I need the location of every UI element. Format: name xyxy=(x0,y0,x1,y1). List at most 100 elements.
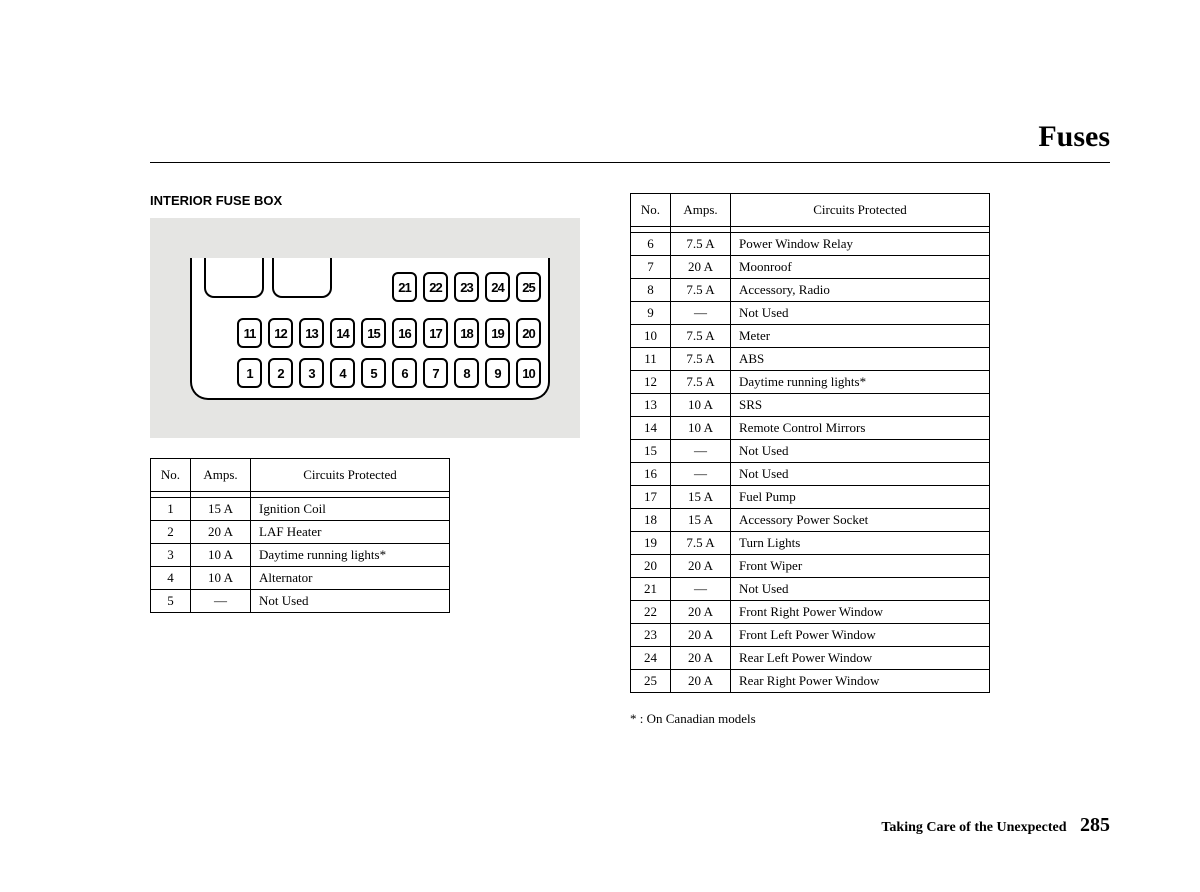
table-row: 2220 AFront Right Power Window xyxy=(631,601,990,624)
table-row: 2520 ARear Right Power Window xyxy=(631,670,990,693)
fuse-row: 11121314151617181920 xyxy=(237,318,541,348)
table-cell: Front Right Power Window xyxy=(731,601,990,624)
table-row: 2020 AFront Wiper xyxy=(631,555,990,578)
table-cell: Power Window Relay xyxy=(731,233,990,256)
fuse-slot: 10 xyxy=(516,358,541,388)
table-cell: Accessory Power Socket xyxy=(731,509,990,532)
table-row: 87.5 AAccessory, Radio xyxy=(631,279,990,302)
table-cell: 10 A xyxy=(191,544,251,567)
table-cell: 7.5 A xyxy=(671,532,731,555)
table-row: 1310 ASRS xyxy=(631,394,990,417)
table-cell: 22 xyxy=(631,601,671,624)
table-cell: 17 xyxy=(631,486,671,509)
table-cell: 6 xyxy=(631,233,671,256)
table-header: Circuits Protected xyxy=(731,194,990,227)
table-cell: 5 xyxy=(151,590,191,613)
fuse-slot: 15 xyxy=(361,318,386,348)
table-cell: 20 A xyxy=(671,256,731,279)
table-cell: 20 A xyxy=(671,670,731,693)
table-cell: 2 xyxy=(151,521,191,544)
table-cell: Daytime running lights* xyxy=(731,371,990,394)
page-title: Fuses xyxy=(150,120,1110,163)
table-row: 310 ADaytime running lights* xyxy=(151,544,450,567)
table-cell: 15 A xyxy=(671,486,731,509)
table-cell: 10 xyxy=(631,325,671,348)
table-row: 2420 ARear Left Power Window xyxy=(631,647,990,670)
fuse-slot: 25 xyxy=(516,272,541,302)
table-row: 220 ALAF Heater xyxy=(151,521,450,544)
table-cell: 7.5 A xyxy=(671,325,731,348)
table-cell: — xyxy=(671,578,731,601)
fuse-panel: 2122232425111213141516171819201234567891… xyxy=(190,258,550,400)
table-cell: 15 A xyxy=(671,509,731,532)
table-cell: 20 A xyxy=(671,555,731,578)
fuse-slot: 8 xyxy=(454,358,479,388)
fuse-slot: 13 xyxy=(299,318,324,348)
table-cell: — xyxy=(671,463,731,486)
table-cell: 7 xyxy=(631,256,671,279)
table-header: No. xyxy=(151,459,191,492)
table-cell: 20 A xyxy=(191,521,251,544)
fuse-slot: 7 xyxy=(423,358,448,388)
table-cell: Rear Right Power Window xyxy=(731,670,990,693)
table-cell: Ignition Coil xyxy=(251,498,450,521)
table-cell: 8 xyxy=(631,279,671,302)
table-cell: 7.5 A xyxy=(671,233,731,256)
table-cell: Front Left Power Window xyxy=(731,624,990,647)
table-row: 2320 AFront Left Power Window xyxy=(631,624,990,647)
left-column: INTERIOR FUSE BOX 2122232425111213141516… xyxy=(150,193,580,727)
table-row: 21—Not Used xyxy=(631,578,990,601)
table-cell: Not Used xyxy=(731,578,990,601)
fuse-large-slot xyxy=(272,258,332,298)
table-header: No. xyxy=(631,194,671,227)
table-row: 720 AMoonroof xyxy=(631,256,990,279)
table-cell: 24 xyxy=(631,647,671,670)
table-row: 5—Not Used xyxy=(151,590,450,613)
fuse-slot: 3 xyxy=(299,358,324,388)
fuse-slot: 20 xyxy=(516,318,541,348)
page-number: 285 xyxy=(1080,814,1110,836)
table-row: 16—Not Used xyxy=(631,463,990,486)
table-cell: Moonroof xyxy=(731,256,990,279)
fuse-slot: 12 xyxy=(268,318,293,348)
table-row: 1715 AFuel Pump xyxy=(631,486,990,509)
fuse-table-left: No.Amps.Circuits Protected115 AIgnition … xyxy=(150,458,450,613)
table-cell: 15 A xyxy=(191,498,251,521)
table-row: 67.5 APower Window Relay xyxy=(631,233,990,256)
table-cell: 11 xyxy=(631,348,671,371)
table-cell: 3 xyxy=(151,544,191,567)
table-cell: Turn Lights xyxy=(731,532,990,555)
fuse-slot: 14 xyxy=(330,318,355,348)
table-cell: 1 xyxy=(151,498,191,521)
table-cell: 9 xyxy=(631,302,671,325)
table-row: 117.5 AABS xyxy=(631,348,990,371)
table-row: 107.5 AMeter xyxy=(631,325,990,348)
table-cell: ABS xyxy=(731,348,990,371)
fuse-slot: 11 xyxy=(237,318,262,348)
table-cell: SRS xyxy=(731,394,990,417)
table-cell: Alternator xyxy=(251,567,450,590)
table-cell: Not Used xyxy=(731,302,990,325)
table-cell: 7.5 A xyxy=(671,279,731,302)
table-cell: 23 xyxy=(631,624,671,647)
fuse-slot: 23 xyxy=(454,272,479,302)
fuse-slot: 24 xyxy=(485,272,510,302)
right-column: No.Amps.Circuits Protected67.5 APower Wi… xyxy=(630,193,1050,727)
table-cell: — xyxy=(671,302,731,325)
fuse-slot: 18 xyxy=(454,318,479,348)
table-cell: Daytime running lights* xyxy=(251,544,450,567)
fuse-slot: 5 xyxy=(361,358,386,388)
fuse-slot: 22 xyxy=(423,272,448,302)
fuse-slot: 19 xyxy=(485,318,510,348)
table-header: Amps. xyxy=(671,194,731,227)
table-cell: 7.5 A xyxy=(671,348,731,371)
fuse-row: 12345678910 xyxy=(237,358,541,388)
table-cell: 13 xyxy=(631,394,671,417)
table-cell: Fuel Pump xyxy=(731,486,990,509)
table-cell: Not Used xyxy=(731,440,990,463)
table-cell: 20 A xyxy=(671,601,731,624)
table-row: 15—Not Used xyxy=(631,440,990,463)
table-row: 1410 ARemote Control Mirrors xyxy=(631,417,990,440)
table-cell: 10 A xyxy=(671,417,731,440)
page-footer: Taking Care of the Unexpected 285 xyxy=(881,814,1110,837)
